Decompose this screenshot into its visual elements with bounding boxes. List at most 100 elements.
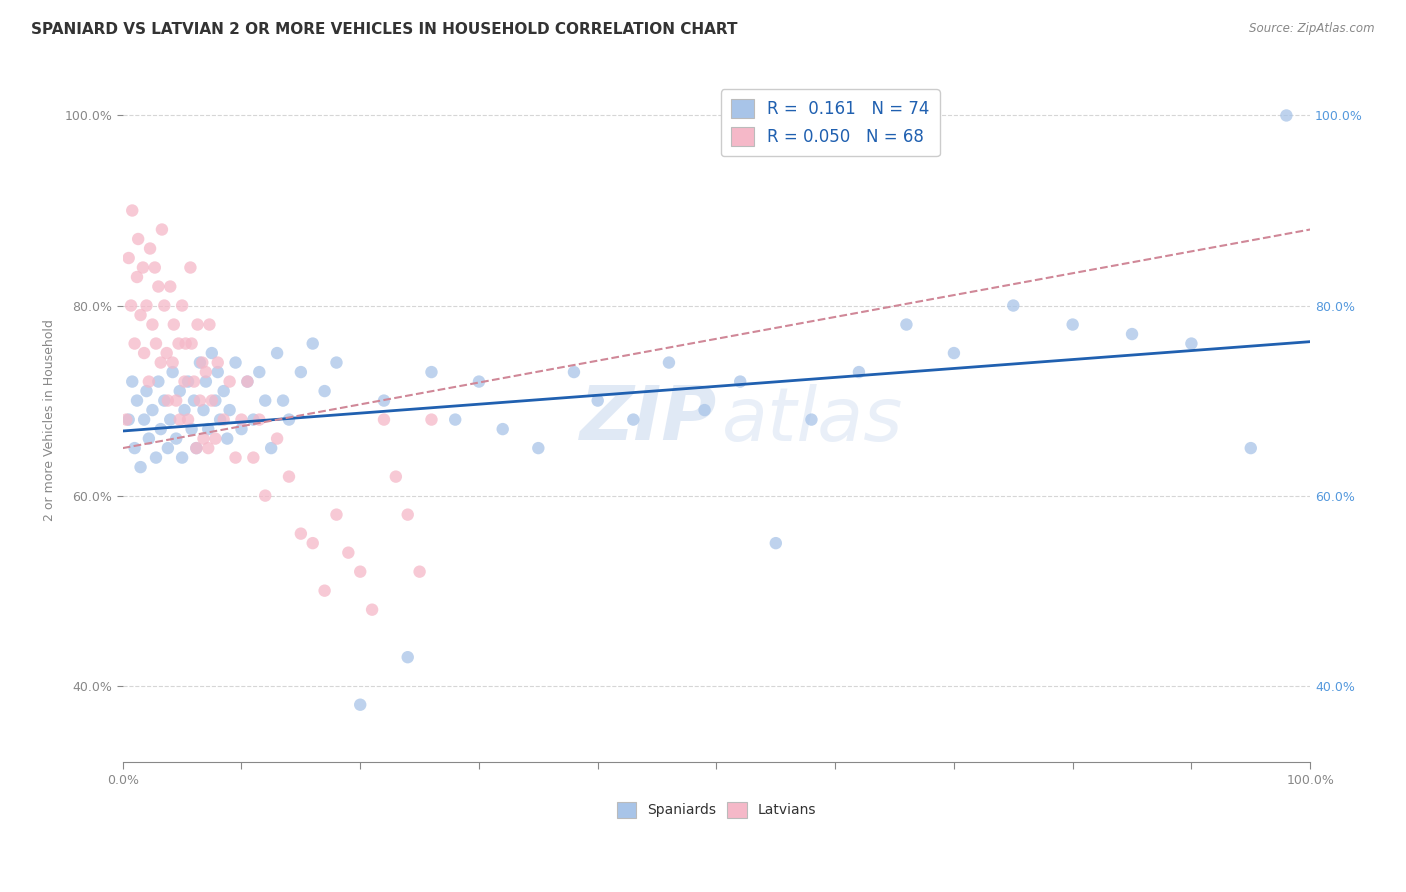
Point: [349, 698, 371, 712]
Point: [1275, 108, 1298, 122]
Point: [135, 299, 157, 313]
Point: [169, 412, 191, 426]
Point: [325, 355, 347, 369]
Point: [420, 365, 443, 379]
Point: [156, 393, 179, 408]
Point: [156, 441, 179, 455]
Point: [468, 375, 491, 389]
Point: [242, 450, 264, 465]
Point: [396, 508, 419, 522]
Point: [290, 365, 312, 379]
Point: [212, 384, 235, 398]
Point: [180, 422, 202, 436]
Point: [236, 375, 259, 389]
Point: [349, 565, 371, 579]
Point: [278, 469, 301, 483]
Point: [162, 355, 184, 369]
Point: [127, 232, 149, 246]
Point: [138, 432, 160, 446]
Point: [153, 393, 176, 408]
Point: [728, 375, 751, 389]
Point: [172, 450, 194, 465]
Point: [247, 365, 270, 379]
Point: [134, 346, 156, 360]
Point: [201, 346, 224, 360]
Point: [236, 375, 259, 389]
Point: [231, 412, 253, 426]
Point: [204, 432, 226, 446]
Point: [145, 336, 167, 351]
Point: [658, 355, 681, 369]
Point: [301, 336, 323, 351]
Point: [129, 460, 152, 475]
Text: atlas: atlas: [723, 384, 904, 456]
Point: [149, 422, 172, 436]
Point: [148, 375, 170, 389]
Point: [800, 412, 823, 426]
Point: [765, 536, 787, 550]
Point: [373, 393, 395, 408]
Point: [177, 375, 200, 389]
Point: [197, 422, 219, 436]
Point: [173, 403, 195, 417]
Point: [254, 393, 277, 408]
Point: [207, 365, 229, 379]
Point: [247, 412, 270, 426]
Point: [173, 375, 195, 389]
Point: [162, 365, 184, 379]
Point: [492, 422, 515, 436]
Point: [325, 508, 347, 522]
Point: [177, 412, 200, 426]
Point: [396, 650, 419, 665]
Point: [169, 384, 191, 398]
Point: [125, 393, 148, 408]
Point: [120, 299, 142, 313]
Point: [209, 412, 232, 426]
Point: [942, 346, 965, 360]
Point: [118, 412, 141, 426]
Point: [242, 412, 264, 426]
Text: ZIP: ZIP: [579, 383, 717, 456]
Point: [314, 583, 336, 598]
Point: [124, 336, 146, 351]
Point: [121, 375, 143, 389]
Point: [143, 260, 166, 275]
Point: [562, 365, 585, 379]
Point: [225, 450, 247, 465]
Point: [385, 469, 408, 483]
Point: [138, 375, 160, 389]
Point: [290, 526, 312, 541]
Point: [159, 412, 181, 426]
Point: [145, 450, 167, 465]
Point: [187, 318, 209, 332]
Point: [337, 546, 360, 560]
Point: [188, 355, 211, 369]
Point: [193, 403, 215, 417]
Point: [149, 355, 172, 369]
Point: [183, 375, 205, 389]
Point: [188, 393, 211, 408]
Point: [444, 412, 467, 426]
Point: [198, 318, 221, 332]
Point: [172, 299, 194, 313]
Point: [156, 346, 179, 360]
Point: [896, 318, 918, 332]
Point: [361, 602, 384, 616]
Point: [165, 432, 187, 446]
Point: [180, 336, 202, 351]
Point: [586, 393, 609, 408]
Point: [191, 355, 214, 369]
Point: [197, 441, 219, 455]
Point: [183, 393, 205, 408]
Point: [207, 355, 229, 369]
Point: [1180, 336, 1202, 351]
Point: [141, 403, 163, 417]
Point: [125, 270, 148, 285]
Point: [163, 318, 186, 332]
Point: [165, 393, 187, 408]
Point: [225, 355, 247, 369]
Point: [217, 432, 239, 446]
Point: [527, 441, 550, 455]
Point: [186, 441, 208, 455]
Point: [231, 422, 253, 436]
